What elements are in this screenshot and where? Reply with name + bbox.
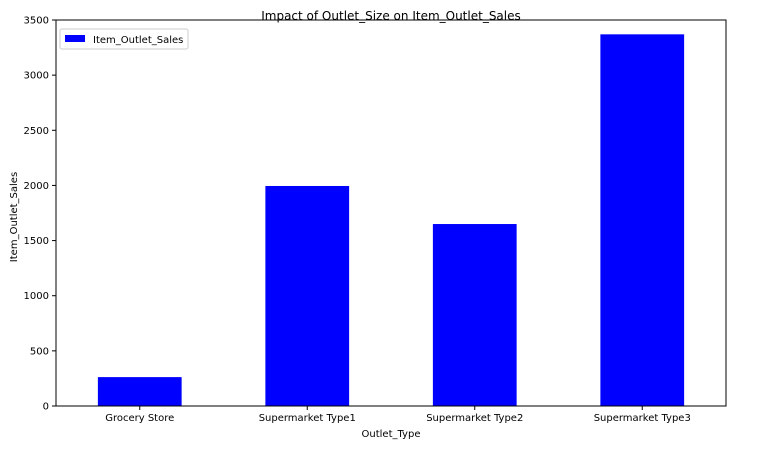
y-tick-label: 3500: [24, 16, 49, 27]
y-tick-label: 2000: [24, 181, 49, 192]
y-tick-label: 3000: [24, 71, 49, 82]
x-tick-label: Grocery Store: [105, 413, 174, 424]
x-axis-label: Outlet_Type: [362, 429, 421, 440]
bar: [265, 185, 350, 406]
y-tick-label: 0: [43, 402, 49, 413]
x-tick-label: Supermarket Type2: [426, 413, 523, 424]
legend-frame: [59, 28, 189, 50]
y-tick-label: 2500: [24, 126, 49, 137]
legend-swatch: [65, 35, 85, 42]
bar: [97, 377, 182, 406]
x-axis-ticks: Grocery Store Supermarket Type1 Supermarke…: [105, 406, 691, 424]
x-tick-label: Supermarket Type3: [594, 413, 691, 424]
y-tick-label: 1500: [24, 236, 49, 247]
legend: Item_Outlet_Sales: [59, 28, 189, 50]
legend-label: Item_Outlet_Sales: [93, 35, 183, 46]
plot-frame: [55, 19, 727, 407]
chart-title: Impact of Outlet_Size on Item_Outlet_Sal…: [261, 9, 521, 23]
y-tick-label: 1000: [24, 291, 49, 302]
y-axis-label: Item_Outlet_Sales: [9, 172, 20, 262]
y-tick-label: 500: [30, 346, 49, 357]
bar: [432, 224, 517, 406]
y-axis-ticks: 0 500 1000 1500 2000 2500 3000 3500: [24, 16, 56, 413]
bar: [600, 34, 685, 407]
bars-layer: [97, 34, 685, 407]
x-tick-label: Supermarket Type1: [259, 413, 356, 424]
